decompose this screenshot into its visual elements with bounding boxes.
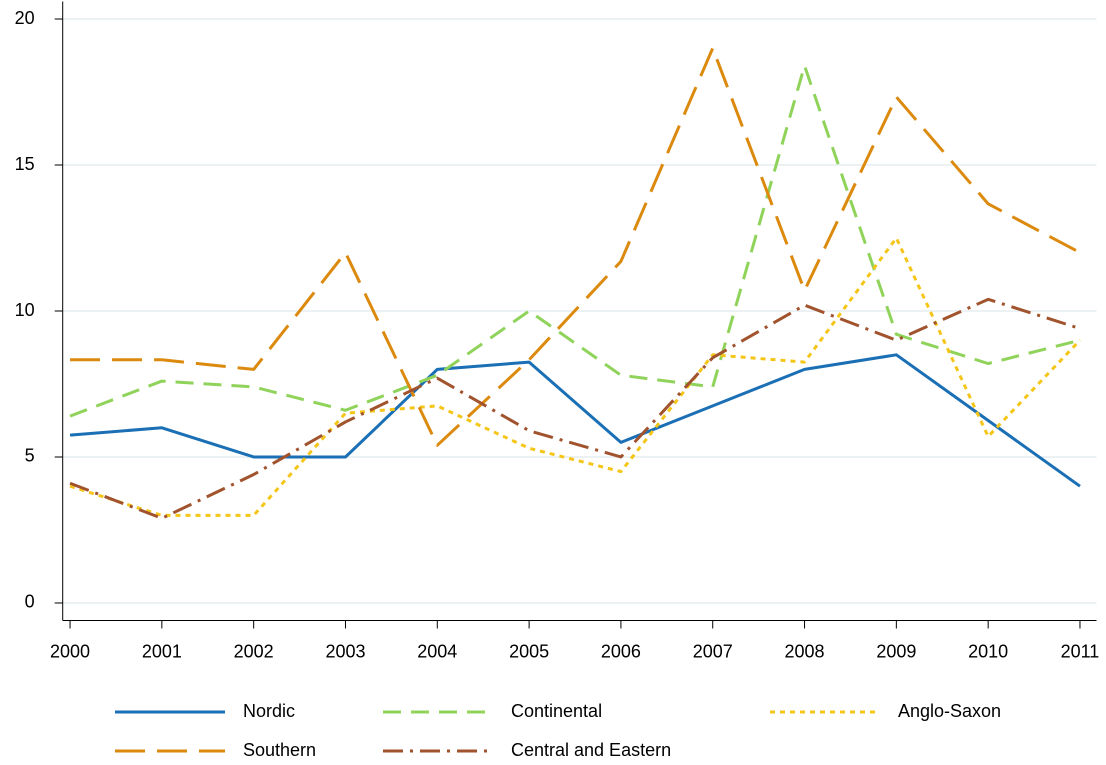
series-line bbox=[70, 46, 1081, 447]
legend-label: Continental bbox=[511, 701, 602, 721]
series-line bbox=[69, 64, 1081, 418]
legend-label: Anglo-Saxon bbox=[898, 701, 1001, 721]
legend-label: Central and Eastern bbox=[511, 740, 671, 760]
y-tick-label: 10 bbox=[15, 300, 35, 320]
x-tick-label: 2011 bbox=[1061, 641, 1100, 661]
y-tick-label: 15 bbox=[15, 154, 35, 174]
y-tick-label: 0 bbox=[25, 592, 35, 612]
legend-label: Nordic bbox=[243, 701, 295, 721]
x-tick-label: 2001 bbox=[142, 641, 182, 661]
x-tick-label: 2008 bbox=[785, 641, 825, 661]
series-line bbox=[69, 297, 1081, 520]
x-tick-label: 2003 bbox=[325, 641, 365, 661]
x-tick-label: 2010 bbox=[968, 641, 1008, 661]
series-line bbox=[69, 236, 1082, 517]
y-tick-label: 5 bbox=[25, 446, 35, 466]
x-tick-label: 2004 bbox=[417, 641, 457, 661]
x-tick-label: 2002 bbox=[234, 641, 274, 661]
series-line bbox=[69, 353, 1081, 488]
x-tick-label: 2005 bbox=[509, 641, 549, 661]
x-tick-label: 2007 bbox=[693, 641, 733, 661]
legend-label: Southern bbox=[243, 740, 316, 760]
x-tick-label: 2006 bbox=[601, 641, 641, 661]
x-tick-label: 2009 bbox=[876, 641, 916, 661]
x-tick-label: 2000 bbox=[50, 641, 90, 661]
y-tick-label: 20 bbox=[15, 8, 35, 28]
